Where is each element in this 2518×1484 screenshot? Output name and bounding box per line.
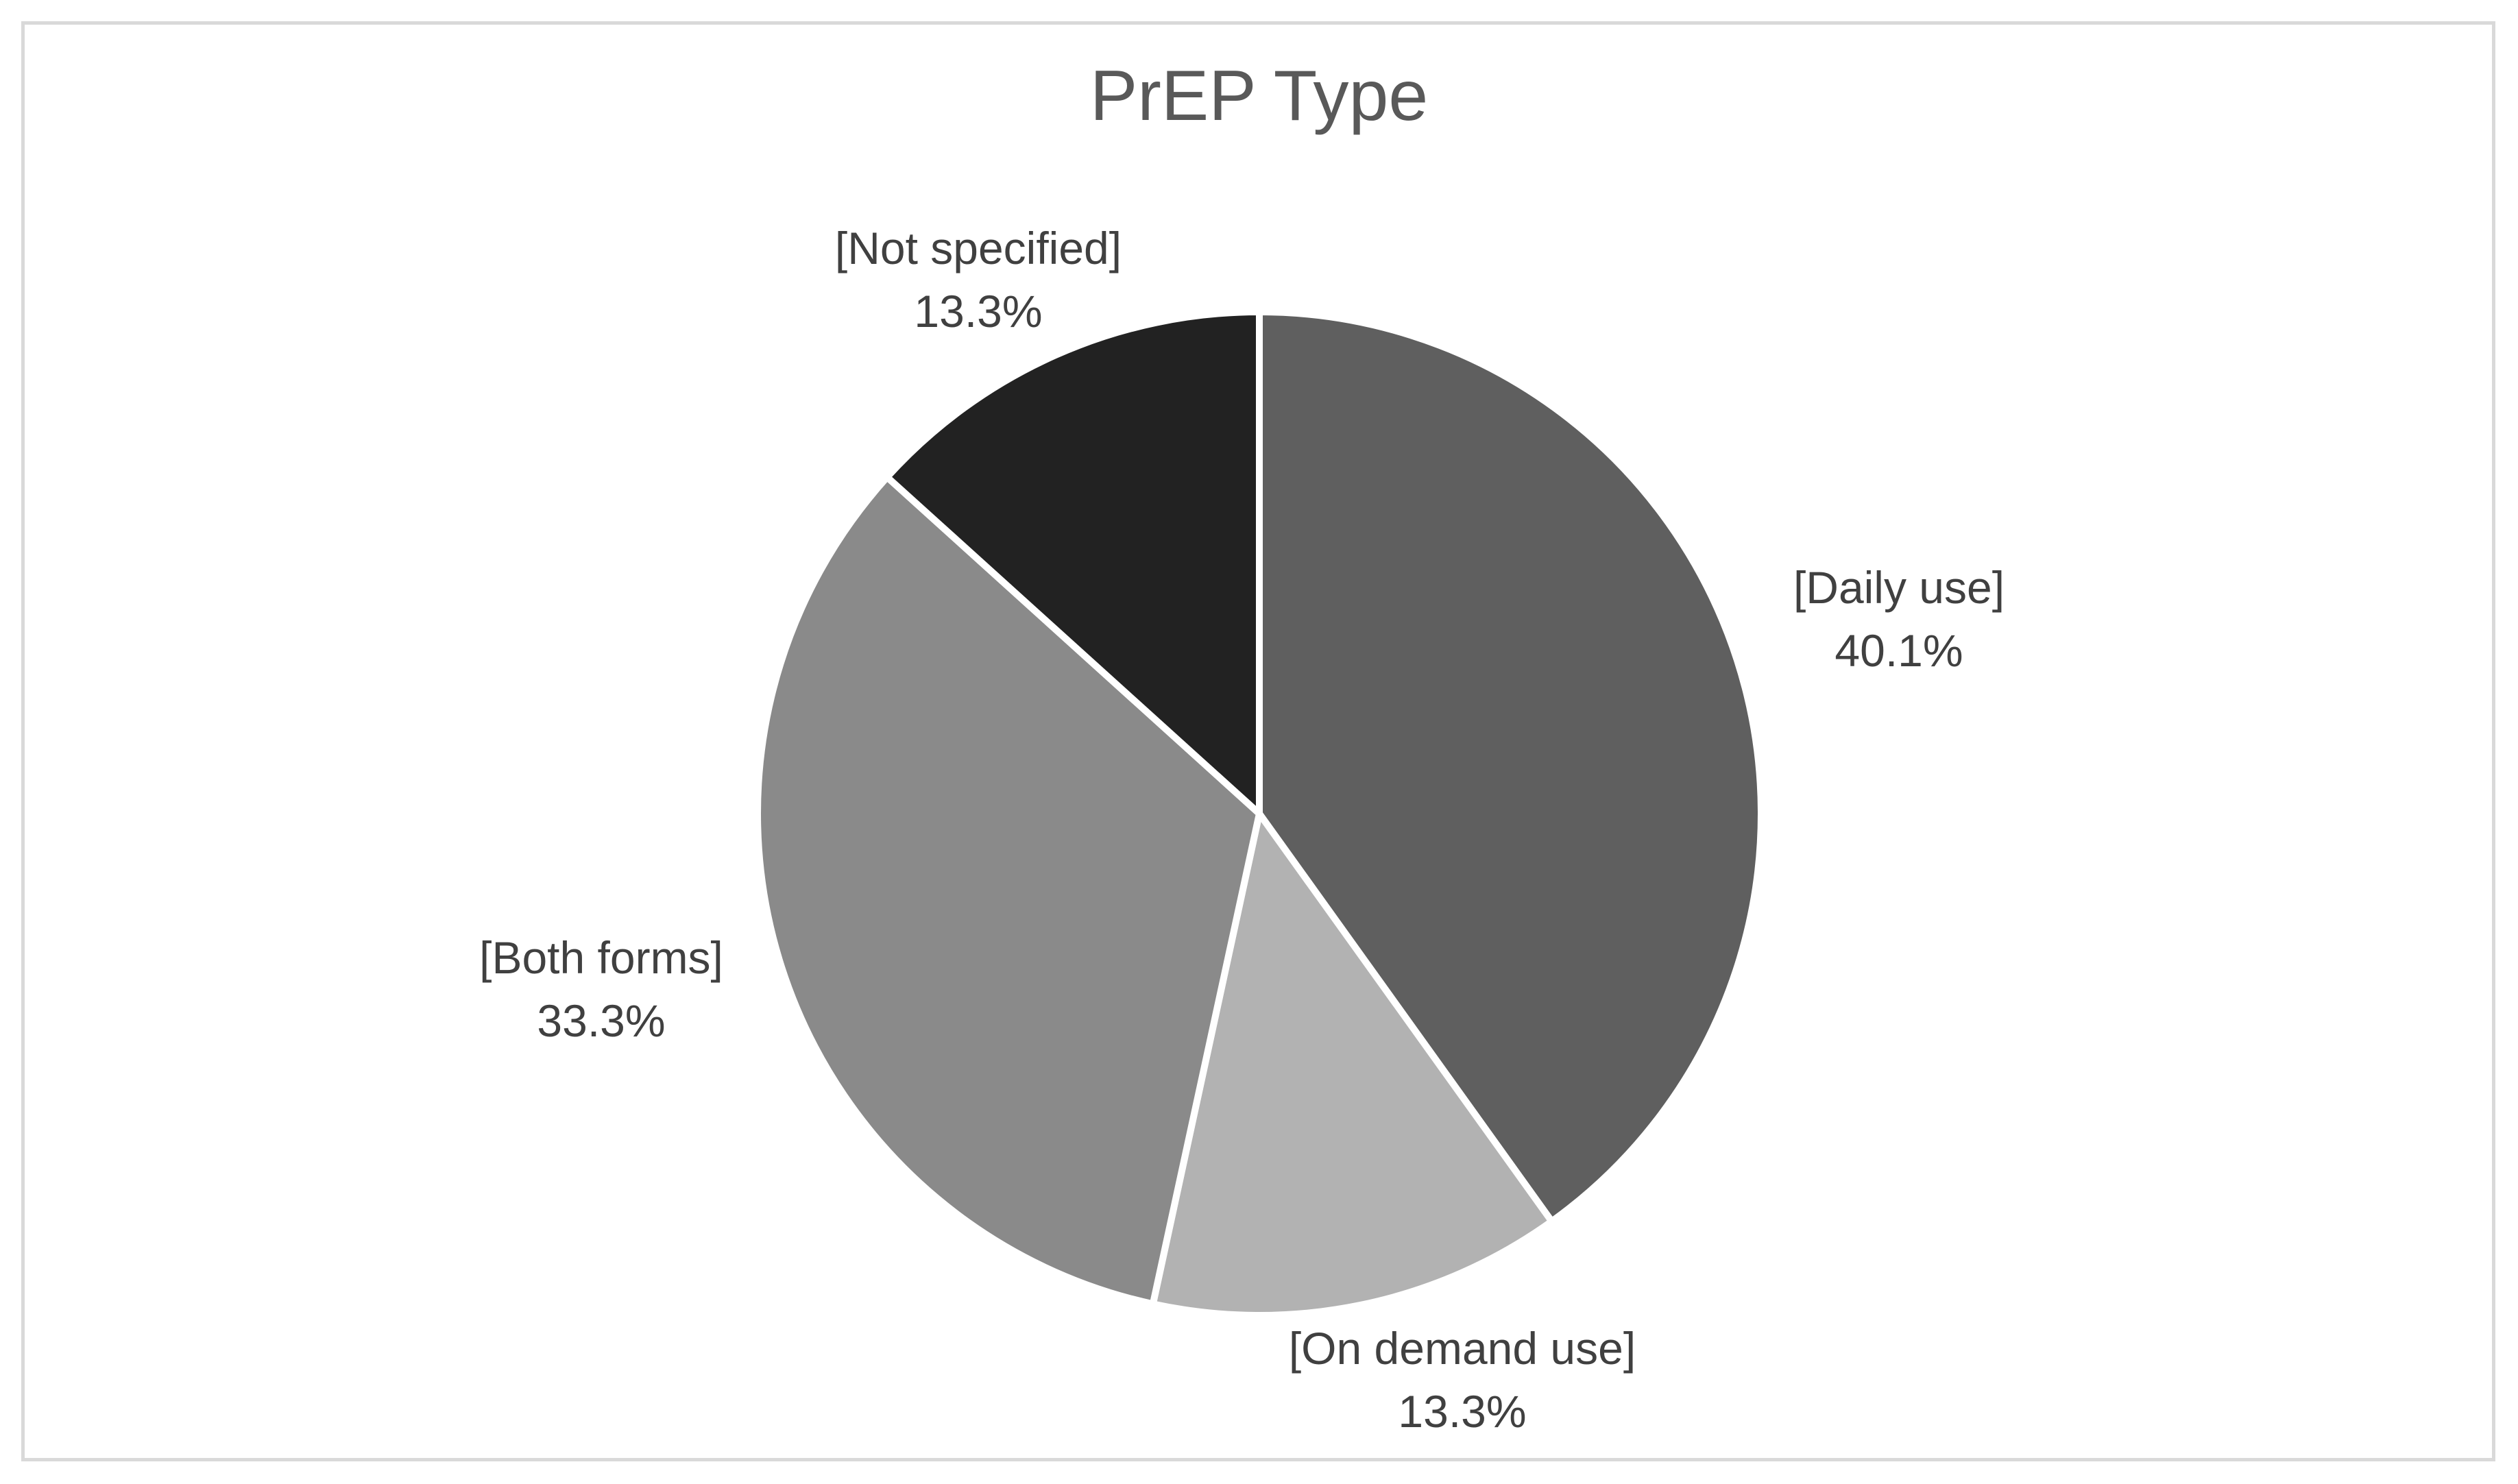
pie-slice-not-specified (884, 308, 1263, 817)
slice-label-both-forms: [Both forms] (479, 932, 723, 983)
chart-title: PrEP Type (1089, 56, 1429, 136)
slice-value-both-forms: 33.3% (537, 995, 665, 1046)
pie-labels: [Daily use] 40.1% [On demand use] 13.3% [Bot… (479, 223, 2005, 1437)
pie-slice-on-demand-use (1149, 810, 1555, 1319)
slice-value-daily-use: 40.1% (1835, 625, 1963, 676)
slice-label-daily-use: [Daily use] (1793, 562, 2005, 613)
slice-label-on-demand-use: [On demand use] (1289, 1323, 1636, 1374)
slice-value-not-specified: 13.3% (914, 286, 1042, 337)
pie-slices (754, 308, 1765, 1319)
slice-label-not-specified: [Not specified] (835, 223, 1122, 273)
slice-value-on-demand-use: 13.3% (1398, 1386, 1526, 1437)
pie-slice-daily-use (1256, 308, 1765, 1225)
pie-slice-both-forms (754, 474, 1263, 1308)
